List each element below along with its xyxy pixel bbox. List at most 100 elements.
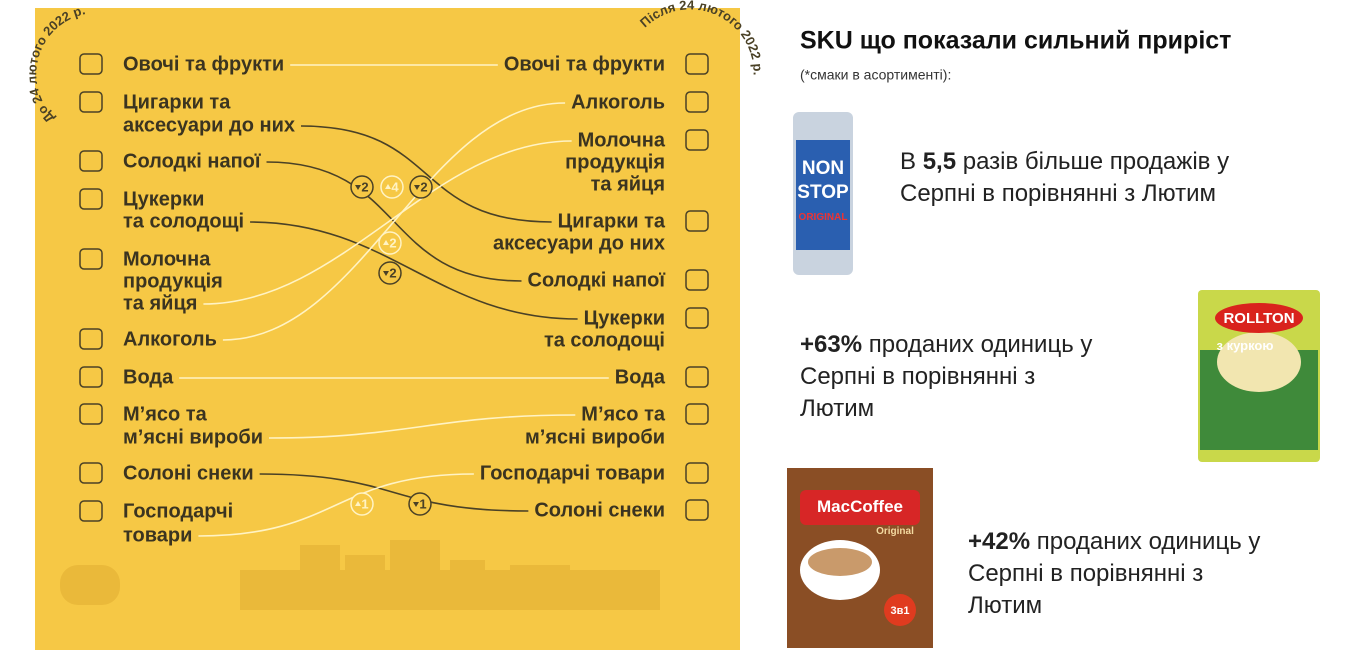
line: В 5,5 разів більше продажів у bbox=[900, 146, 1229, 178]
badge bbox=[408, 492, 432, 516]
after-item: Цигарки та bbox=[558, 210, 666, 232]
coffee: MacCoffee Original 3в1 bbox=[787, 468, 933, 648]
line: Серпні в порівнянні з Лютим bbox=[900, 180, 1217, 207]
can-label: STOP bbox=[797, 182, 849, 203]
badge-arrow bbox=[383, 240, 389, 245]
after-item: Овочі та фрукти bbox=[504, 53, 665, 75]
before-item: та яйця bbox=[123, 292, 197, 314]
before-item: Алкоголь bbox=[123, 328, 217, 350]
after-item: Цукерки bbox=[584, 307, 665, 329]
icon bbox=[685, 403, 709, 425]
skyline bbox=[60, 540, 660, 610]
icon bbox=[685, 129, 709, 151]
line: +63% проданих одиниць у bbox=[800, 329, 1092, 361]
icon bbox=[685, 53, 709, 75]
rank-link bbox=[203, 140, 572, 305]
before-item: Солодкі напої bbox=[123, 150, 261, 172]
after-item: та солодощі bbox=[544, 329, 665, 351]
badge-arrow bbox=[413, 502, 419, 507]
icon bbox=[79, 91, 103, 113]
highlight: +42% bbox=[968, 528, 1031, 555]
text: разів більше продажів у bbox=[956, 148, 1230, 175]
noodles-label: ROLLTON bbox=[1223, 310, 1294, 327]
icon bbox=[685, 499, 709, 521]
badge-text: 2 bbox=[420, 179, 427, 194]
product-text: +63% проданих одиниць у Серпні в порівнян… bbox=[800, 329, 1092, 425]
before-item: товари bbox=[123, 524, 192, 546]
before-item: Цукерки bbox=[123, 188, 204, 210]
panel-bg bbox=[35, 8, 740, 650]
before-item: продукція bbox=[123, 270, 223, 292]
badge-text: 1 bbox=[419, 496, 426, 511]
icon bbox=[685, 269, 709, 291]
line: Серпні в порівнянні з bbox=[800, 363, 1036, 390]
icon bbox=[685, 91, 709, 113]
after-item: Солоні снеки bbox=[534, 499, 665, 521]
highlight: 5,5 bbox=[922, 148, 957, 175]
line: Лютим bbox=[968, 592, 1043, 619]
badge bbox=[409, 175, 433, 199]
before-item: Солоні снеки bbox=[123, 462, 254, 484]
rank-link bbox=[269, 414, 576, 439]
before-item: Вода bbox=[123, 366, 174, 388]
before-item: Господарчі bbox=[123, 500, 233, 522]
rank-link bbox=[222, 102, 566, 341]
line: +42% проданих одиниць у bbox=[968, 526, 1260, 558]
before-item: аксесуари до них bbox=[123, 114, 295, 136]
coffee-label: Original bbox=[876, 526, 914, 537]
badge-text: 2 bbox=[389, 235, 396, 250]
icon bbox=[79, 150, 103, 172]
before-item: м’ясні вироби bbox=[123, 426, 263, 448]
badge-text: 2 bbox=[361, 179, 368, 194]
badge bbox=[350, 175, 374, 199]
text: проданих одиниць у bbox=[862, 331, 1093, 358]
after-item: продукція bbox=[565, 151, 665, 173]
product-text: В 5,5 разів більше продажів у Серпні в по… bbox=[900, 146, 1229, 210]
icon bbox=[79, 366, 103, 388]
after-item: Господарчі товари bbox=[480, 462, 665, 484]
badge-text: 4 bbox=[391, 179, 399, 194]
badge bbox=[378, 261, 402, 285]
text: проданих одиниць у bbox=[1030, 528, 1261, 555]
after-item: м’ясні вироби bbox=[525, 426, 665, 448]
title: SKU що показали сильний приріст bbox=[800, 27, 1231, 55]
rank-link bbox=[259, 473, 529, 512]
after-item: та яйця bbox=[591, 173, 665, 195]
after-item: Вода bbox=[615, 366, 666, 388]
icon bbox=[685, 366, 709, 388]
rank-link bbox=[198, 473, 474, 537]
icon bbox=[79, 403, 103, 425]
rank-link bbox=[300, 125, 552, 223]
product-text: +42% проданих одиниць у Серпні в порівнян… bbox=[968, 526, 1260, 622]
can-label: NON bbox=[802, 158, 844, 179]
badge-arrow bbox=[414, 185, 420, 190]
icon bbox=[79, 500, 103, 522]
links bbox=[179, 64, 609, 537]
before-item: Цигарки та bbox=[123, 91, 231, 113]
badge bbox=[380, 175, 404, 199]
highlight: +63% bbox=[800, 331, 863, 358]
coffee-label: 3в1 bbox=[891, 605, 910, 617]
coffee-label: MacCoffee bbox=[817, 497, 903, 516]
can-label: ORIGINAL bbox=[799, 212, 848, 223]
badge-arrow bbox=[383, 271, 389, 276]
line: Серпні в порівнянні з bbox=[968, 560, 1204, 587]
badge-arrow bbox=[355, 501, 361, 506]
badge-text: 1 bbox=[361, 496, 368, 511]
icon bbox=[79, 328, 103, 350]
noodles-label: з куркою bbox=[1217, 338, 1274, 353]
icon bbox=[79, 248, 103, 270]
badge bbox=[378, 231, 402, 255]
icon bbox=[79, 53, 103, 75]
icon bbox=[685, 462, 709, 484]
badges: 2 4 2 2 2 1 1 bbox=[350, 175, 433, 516]
after-item: Солодкі напої bbox=[528, 269, 666, 291]
before-item: Молочна bbox=[123, 248, 211, 270]
badge-arrow bbox=[355, 185, 361, 190]
after-item: М’ясо та bbox=[581, 403, 666, 425]
before-item: Овочі та фрукти bbox=[123, 53, 284, 75]
badge-text: 2 bbox=[389, 265, 396, 280]
before-item: та солодощі bbox=[123, 210, 244, 232]
